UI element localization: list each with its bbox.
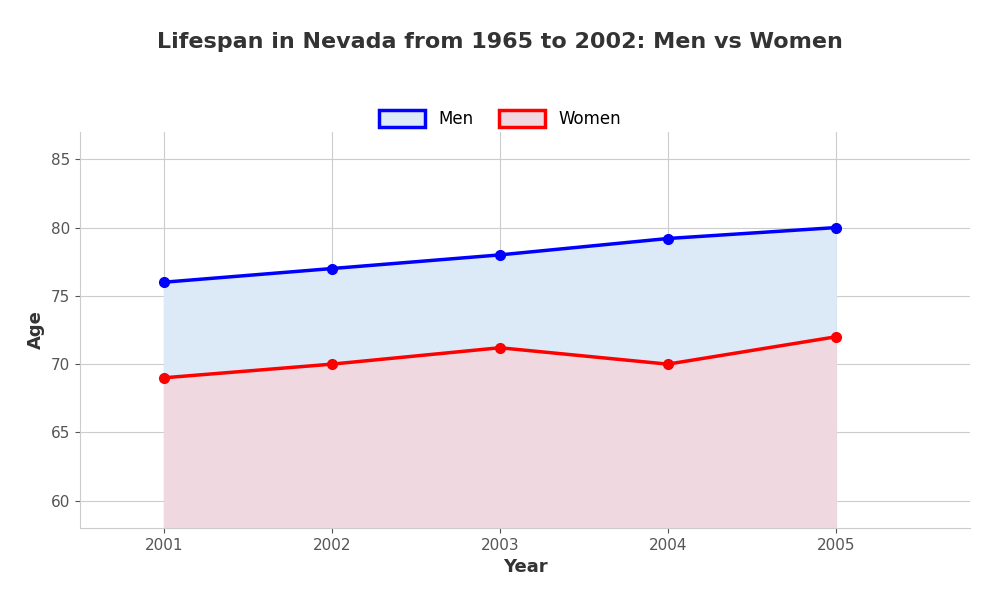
- Y-axis label: Age: Age: [27, 311, 45, 349]
- Text: Lifespan in Nevada from 1965 to 2002: Men vs Women: Lifespan in Nevada from 1965 to 2002: Me…: [157, 32, 843, 52]
- X-axis label: Year: Year: [503, 558, 547, 576]
- Legend: Men, Women: Men, Women: [370, 101, 630, 136]
